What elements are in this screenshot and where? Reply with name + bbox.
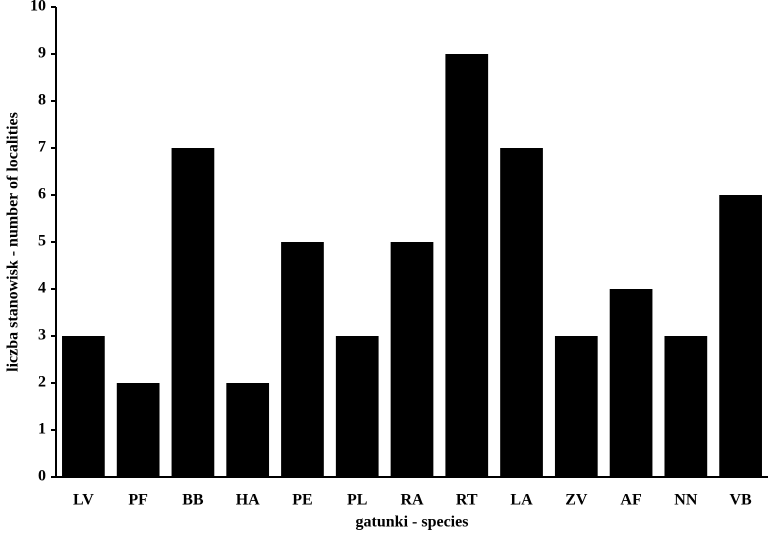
bar bbox=[719, 195, 762, 477]
bar bbox=[500, 148, 543, 477]
x-tick-label: LA bbox=[510, 492, 533, 509]
y-tick-label: 3 bbox=[38, 327, 46, 344]
x-tick-label: NN bbox=[674, 492, 698, 509]
y-tick-label: 9 bbox=[38, 45, 46, 62]
y-tick-label: 4 bbox=[38, 280, 46, 297]
y-tick-label: 6 bbox=[38, 186, 46, 203]
x-tick-label: AF bbox=[620, 492, 642, 509]
bar bbox=[390, 242, 434, 477]
x-tick-label: PL bbox=[347, 492, 367, 509]
y-tick-label: 10 bbox=[30, 0, 46, 15]
bar bbox=[116, 383, 160, 477]
bar bbox=[335, 336, 379, 477]
y-tick-label: 8 bbox=[38, 92, 46, 109]
x-tick-label: RT bbox=[456, 492, 478, 509]
x-tick-label: BB bbox=[182, 492, 204, 509]
x-tick-label: RA bbox=[400, 492, 424, 509]
y-tick-label: 7 bbox=[38, 139, 46, 156]
x-tick-label: LV bbox=[73, 492, 94, 509]
bar bbox=[171, 148, 215, 477]
bar bbox=[445, 54, 489, 477]
x-tick-label: PE bbox=[292, 492, 312, 509]
x-tick-label: ZV bbox=[565, 492, 588, 509]
bar bbox=[609, 289, 653, 477]
bar bbox=[664, 336, 708, 477]
y-axis-label: liczba stanowisk - number of localities bbox=[5, 112, 22, 372]
bar bbox=[554, 336, 598, 477]
x-axis-label: gatunki - species bbox=[356, 514, 469, 531]
bar bbox=[281, 242, 324, 477]
x-tick-label: PF bbox=[128, 492, 148, 509]
y-tick-label: 5 bbox=[38, 233, 46, 250]
bar bbox=[226, 383, 270, 477]
y-tick-label: 1 bbox=[38, 421, 46, 438]
y-tick-label: 2 bbox=[38, 374, 46, 391]
y-tick-label: 0 bbox=[38, 468, 46, 485]
x-tick-label: HA bbox=[236, 492, 260, 509]
bar bbox=[62, 336, 105, 477]
x-tick-label: VB bbox=[729, 492, 752, 509]
